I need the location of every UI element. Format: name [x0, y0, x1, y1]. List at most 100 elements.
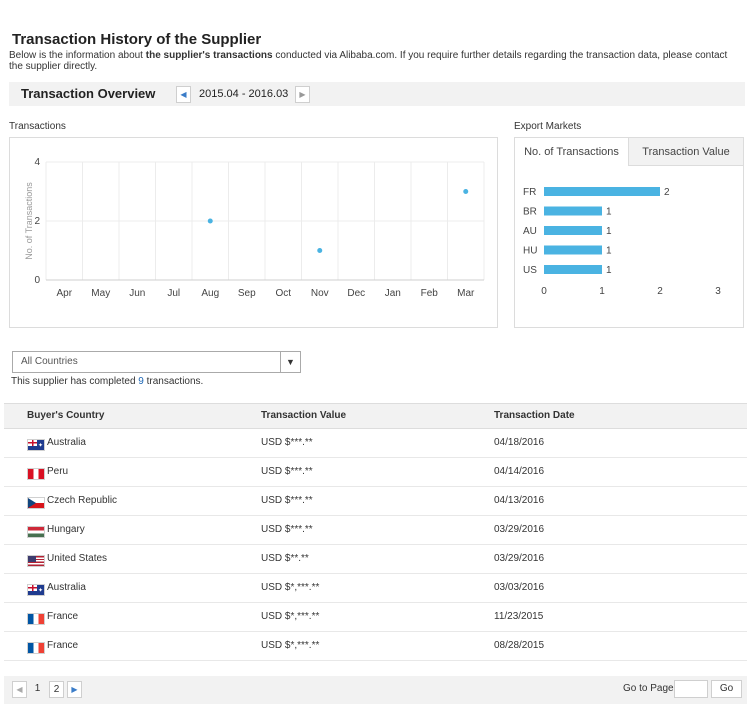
table-row: Hungary USD $***.** 03/29/2016: [4, 516, 747, 545]
buyer-country: Hungary: [47, 524, 85, 535]
y-tick-label: 4: [34, 157, 40, 168]
x-tick-label: Jan: [385, 288, 401, 299]
transaction-value: USD $**.**: [261, 553, 309, 564]
transaction-summary: This supplier has completed 9 transactio…: [11, 376, 203, 387]
table-row: France USD $*,***.** 11/23/2015: [4, 603, 747, 632]
transaction-date: 04/13/2016: [494, 495, 545, 506]
transaction-value: USD $*,***.**: [261, 611, 320, 622]
x-tick-label: Nov: [311, 288, 329, 299]
x-tick-label: Aug: [201, 288, 219, 299]
y-tick-label: 2: [34, 216, 40, 227]
x-tick-label: 3: [715, 286, 721, 297]
buyer-country: France: [47, 640, 79, 651]
bar-value-label: 2: [664, 187, 670, 198]
transaction-value: USD $***.**: [261, 524, 313, 535]
caret-right-icon: ▶: [71, 685, 78, 694]
tab-transaction-value[interactable]: Transaction Value: [629, 138, 743, 166]
transactions-label: Transactions: [9, 121, 66, 132]
caret-down-icon[interactable]: ▼: [280, 352, 300, 372]
transaction-value: USD $***.**: [261, 466, 313, 477]
table-row: France USD $*,***.** 08/28/2015: [4, 632, 747, 661]
table-row: Peru USD $***.** 04/14/2016: [4, 458, 747, 487]
x-tick-label: Jul: [167, 288, 180, 299]
x-tick-label: Sep: [238, 288, 256, 299]
transaction-date: 08/28/2015: [494, 640, 545, 651]
transaction-value: USD $*,***.**: [261, 582, 320, 593]
bar: [544, 187, 660, 196]
go-button[interactable]: Go: [711, 680, 742, 698]
bar-value-label: 1: [606, 265, 612, 276]
bar: [544, 245, 602, 255]
x-tick-label: Dec: [347, 288, 365, 299]
transaction-date: 04/18/2016: [494, 437, 545, 448]
column-header-value: Transaction Value: [261, 410, 347, 421]
bar: [544, 226, 602, 235]
caret-right-icon: ▶: [299, 90, 306, 99]
pagination-bar: ◀ 1 2 ▶ Go to Page Go: [4, 676, 747, 704]
flag-au-icon: [27, 584, 45, 596]
y-axis-label: No. of Transactions: [24, 182, 34, 260]
bar-value-label: 1: [606, 207, 612, 218]
intro-text: Below is the information about the suppl…: [9, 50, 729, 72]
bar: [544, 206, 602, 216]
x-tick-label: 2: [657, 286, 663, 297]
transactions-chart: 0 2 4 Apr May Jun Jul Aug Sep Oct Nov Dec Jan Feb Mar N…: [9, 137, 498, 328]
buyer-country: United States: [47, 553, 108, 564]
x-tick-label: Apr: [56, 288, 72, 299]
page-1-link[interactable]: 1: [34, 683, 41, 694]
table-row: Australia USD $***.** 04/18/2016: [4, 429, 747, 458]
export-markets-chart: FR 2 BR 1 AU 1 HU 1 US 1 0 1 2 3: [523, 187, 721, 297]
overview-bar: Transaction Overview ◀ 2015.04 - 2016.03…: [9, 82, 745, 106]
prev-page-button[interactable]: ◀: [12, 681, 27, 698]
overview-title: Transaction Overview: [21, 86, 156, 101]
buyer-country: Australia: [47, 582, 86, 593]
transactions-chart-svg: 0 2 4 Apr May Jun Jul Aug Sep Oct Nov Dec Jan Feb Mar N…: [24, 157, 485, 299]
bar-value-label: 1: [606, 226, 612, 237]
table-row: United States USD $**.** 03/29/2016: [4, 545, 747, 574]
bar-category-label: FR: [523, 187, 536, 198]
bar-category-label: HU: [523, 246, 537, 257]
tab-no-of-transactions[interactable]: No. of Transactions: [515, 138, 629, 166]
export-markets-panel: No. of Transactions Transaction Value FR…: [514, 137, 744, 328]
country-filter-select[interactable]: All Countries ▼: [12, 351, 301, 373]
x-tick-label: Feb: [421, 288, 439, 299]
page-2-link[interactable]: 2: [49, 681, 64, 698]
x-tick-label: Oct: [275, 288, 291, 299]
data-point: [207, 218, 213, 224]
table-row: Czech Republic USD $***.** 04/13/2016: [4, 487, 747, 516]
x-tick-label: 0: [541, 286, 547, 297]
flag-au-icon: [27, 439, 45, 451]
buyer-country: Czech Republic: [47, 495, 118, 506]
x-tick-label: May: [91, 288, 110, 299]
transaction-date: 03/29/2016: [494, 553, 545, 564]
transaction-date: 11/23/2015: [494, 611, 544, 622]
prev-period-button[interactable]: ◀: [176, 86, 191, 103]
table-header: Buyer's Country Transaction Value Transa…: [4, 403, 747, 429]
caret-left-icon: ◀: [180, 90, 187, 99]
x-tick-label: Jun: [129, 288, 145, 299]
buyer-country: Australia: [47, 437, 86, 448]
column-header-country: Buyer's Country: [27, 410, 105, 421]
transaction-date: 04/14/2016: [494, 466, 545, 477]
intro-text-end: conducted via Alibaba.com. If you requir…: [9, 50, 728, 72]
buyer-country: France: [47, 611, 79, 622]
transaction-value: USD $***.**: [261, 495, 313, 506]
flag-pe-icon: [27, 468, 45, 480]
table-row: Australia USD $*,***.** 03/03/2016: [4, 574, 747, 603]
date-range: 2015.04 - 2016.03: [199, 88, 289, 100]
x-tick-label: 1: [599, 286, 605, 297]
flag-cz-icon: [27, 497, 45, 509]
column-header-date: Transaction Date: [494, 410, 575, 421]
flag-hu-icon: [27, 526, 45, 538]
transaction-date: 03/29/2016: [494, 524, 545, 535]
export-markets-label: Export Markets: [514, 121, 582, 132]
transaction-value: USD $***.**: [261, 437, 313, 448]
intro-text-bold: the supplier's transactions: [145, 50, 273, 61]
goto-page-input[interactable]: [674, 680, 708, 698]
data-point: [463, 189, 469, 194]
goto-page-label: Go to Page: [623, 683, 674, 694]
buyer-country: Peru: [47, 466, 69, 477]
next-period-button[interactable]: ▶: [295, 86, 310, 103]
bar-category-label: US: [523, 265, 537, 276]
next-page-button[interactable]: ▶: [67, 681, 82, 698]
